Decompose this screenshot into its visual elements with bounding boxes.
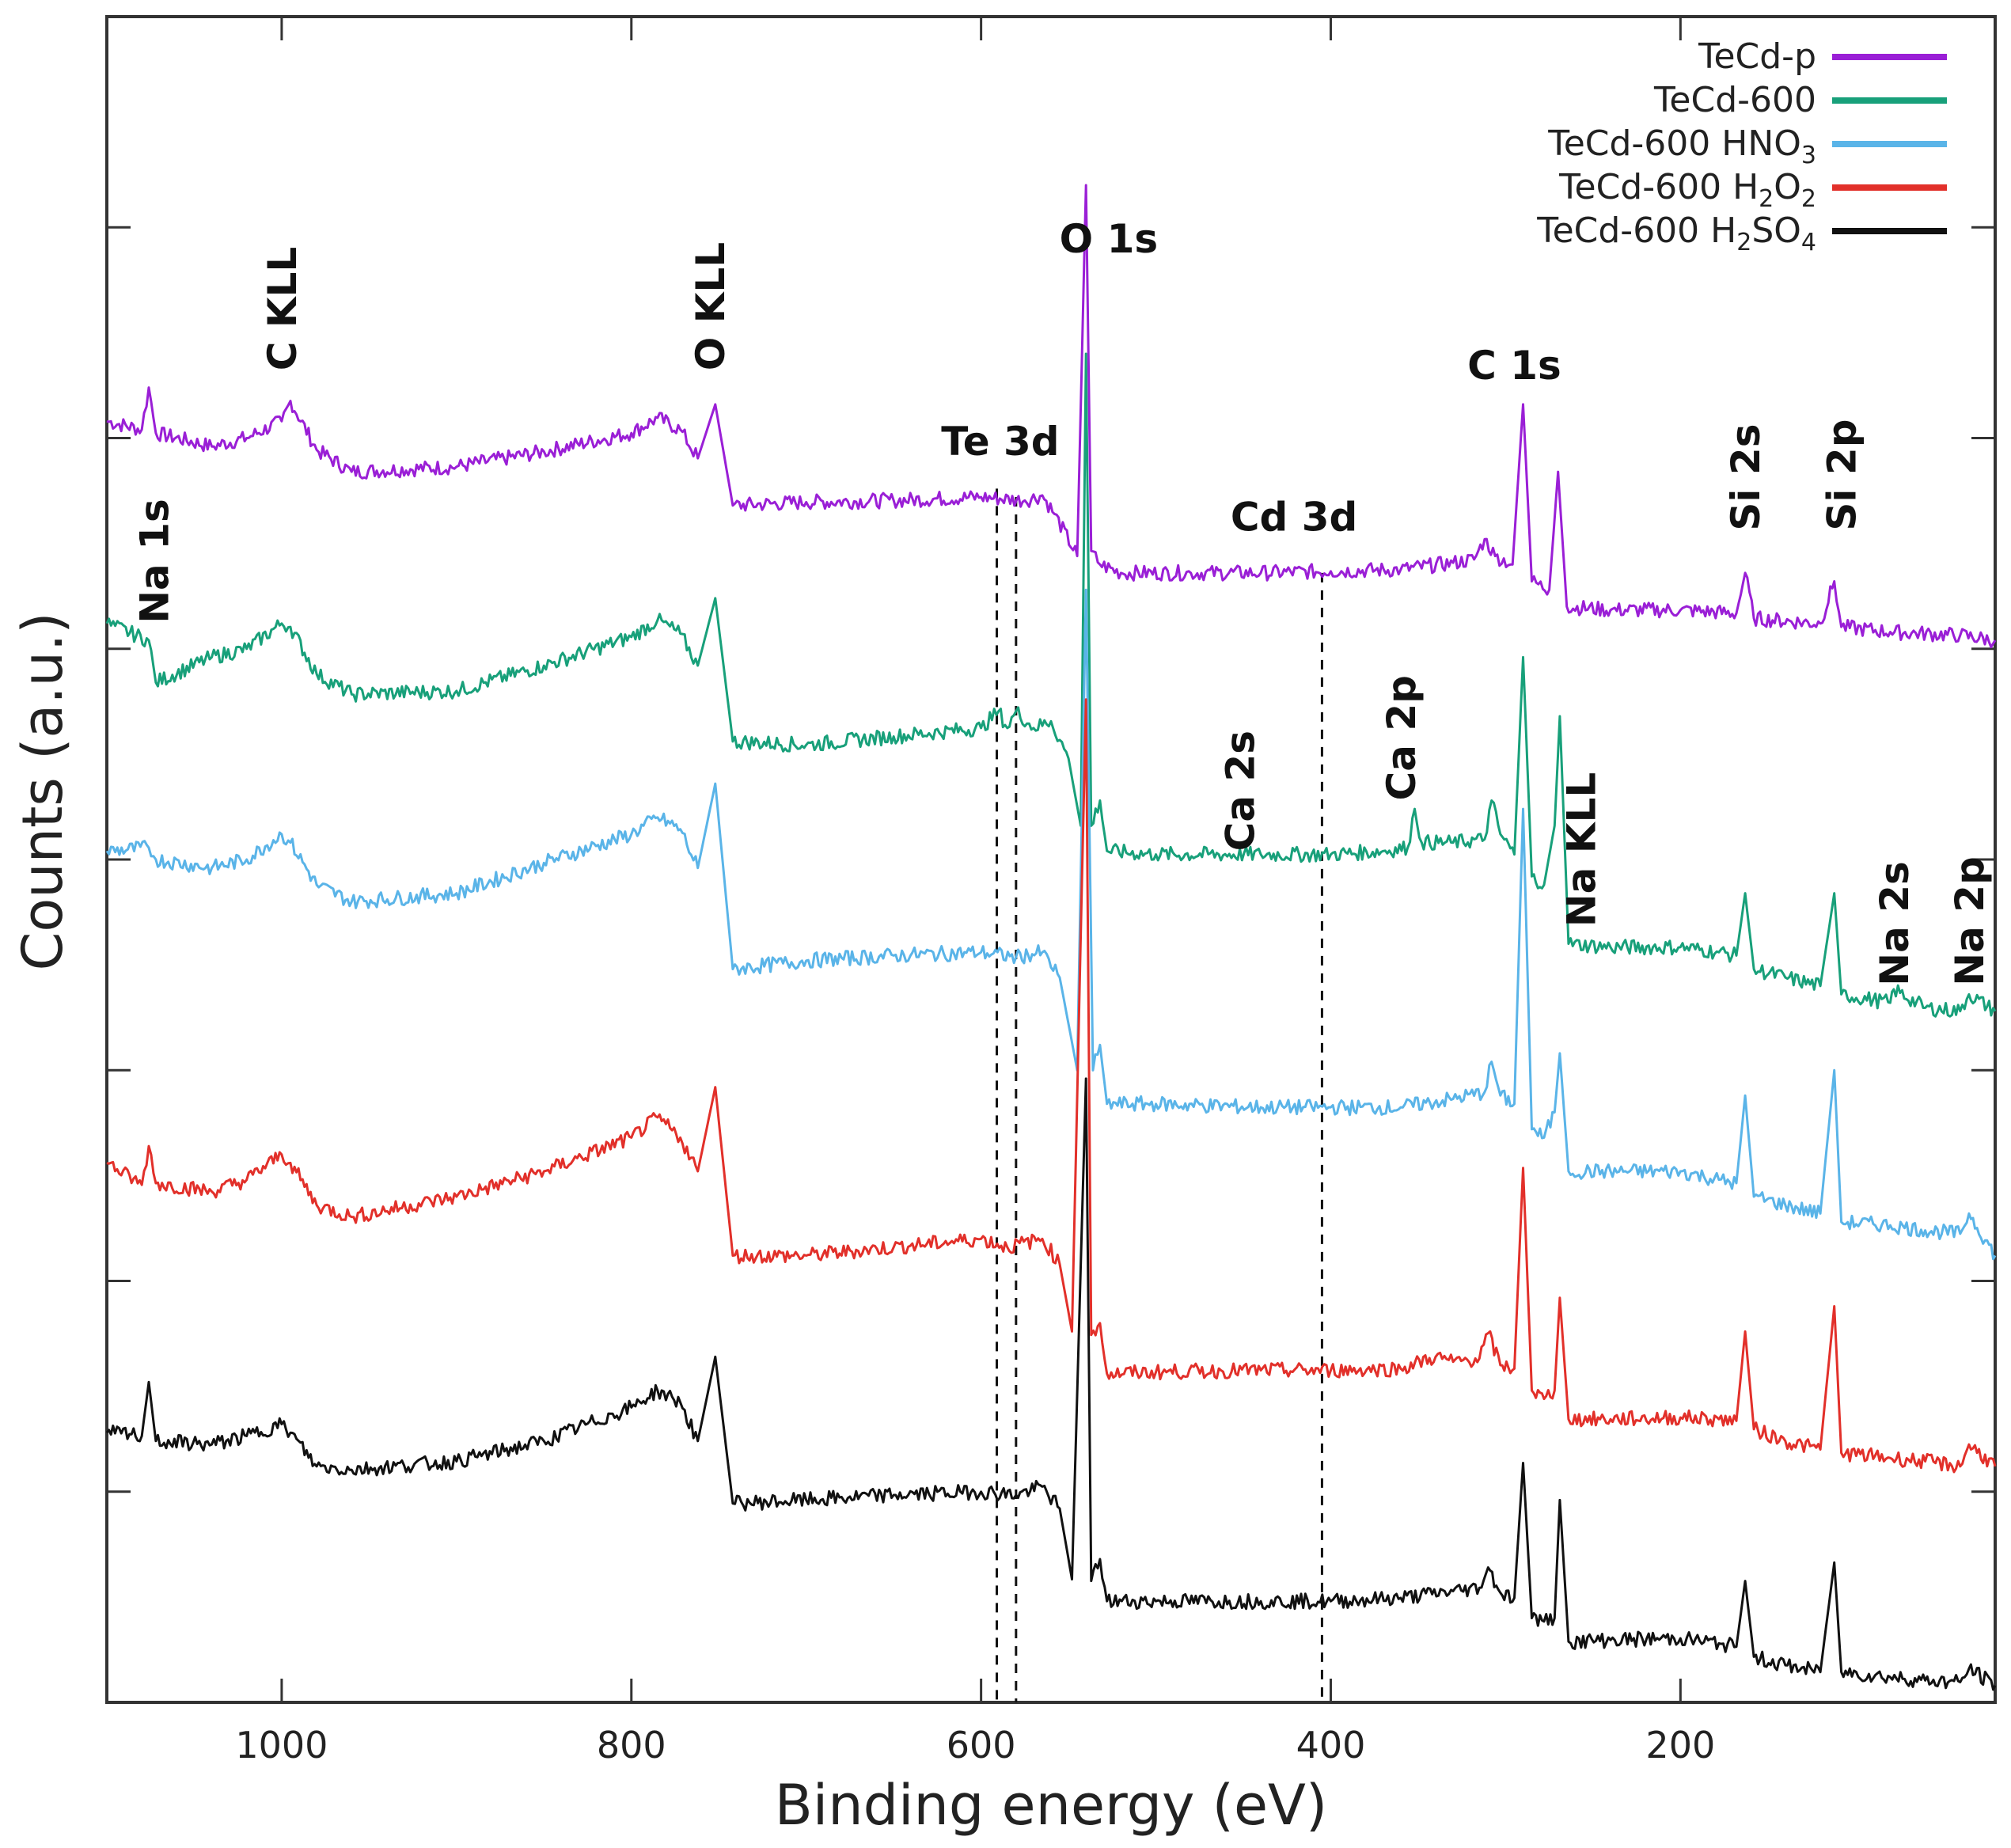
peak-label: Cd 3d xyxy=(1231,495,1357,541)
legend-label: TeCd-600 H2SO4 xyxy=(1536,211,1816,256)
x-tick-label: 1000 xyxy=(235,1724,328,1766)
peak-label: C KLL xyxy=(260,247,305,371)
plot-frame xyxy=(105,15,1997,1704)
peak-label: Ca 2s xyxy=(1218,730,1264,851)
x-tick-label: 600 xyxy=(947,1724,1016,1766)
peak-label: O 1s xyxy=(1060,216,1158,262)
peak-label: Si 2s xyxy=(1723,424,1769,531)
peak-label: Si 2p xyxy=(1819,419,1865,531)
series-line-0 xyxy=(106,184,1997,649)
peak-label: Na KLL xyxy=(1558,772,1604,927)
series-line-3 xyxy=(106,698,1997,1474)
legend-label: TeCd-600 xyxy=(1653,80,1816,120)
y-axis-ticks xyxy=(107,226,1995,1493)
x-axis-label: Binding energy (eV) xyxy=(775,1773,1328,1838)
peak-label: Na 2s xyxy=(1872,861,1918,986)
x-tick-label: 800 xyxy=(597,1724,666,1766)
peak-label: Na 2p xyxy=(1947,856,1993,986)
peak-label: Na 1s xyxy=(132,499,178,624)
legend-label: TeCd-600 H2O2 xyxy=(1558,167,1816,213)
peak-label: C 1s xyxy=(1467,343,1561,389)
peak-label: Ca 2p xyxy=(1379,675,1425,800)
series-line-1 xyxy=(105,352,1997,1018)
x-tick-label: 400 xyxy=(1296,1724,1366,1766)
reference-dashed-lines xyxy=(996,488,1323,1702)
spectra-series xyxy=(105,184,1997,1691)
peak-label: O KLL xyxy=(688,242,734,370)
legend-label: TeCd-p xyxy=(1698,36,1816,77)
peak-label: Te 3d xyxy=(941,419,1059,465)
series-line-4 xyxy=(105,1077,1997,1691)
y-axis-label: Counts (a.u.) xyxy=(10,613,75,971)
legend-label: TeCd-600 HNO3 xyxy=(1547,123,1816,169)
series-line-2 xyxy=(105,588,1997,1261)
x-tick-label: 200 xyxy=(1645,1724,1715,1766)
x-axis-ticks: 1000 800 600 400 200 xyxy=(235,17,1715,1766)
peak-annotations: C KLL O KLL Na 1s O 1s Te 3d Cd 3d C 1s Si 2s Si… xyxy=(132,216,1993,986)
